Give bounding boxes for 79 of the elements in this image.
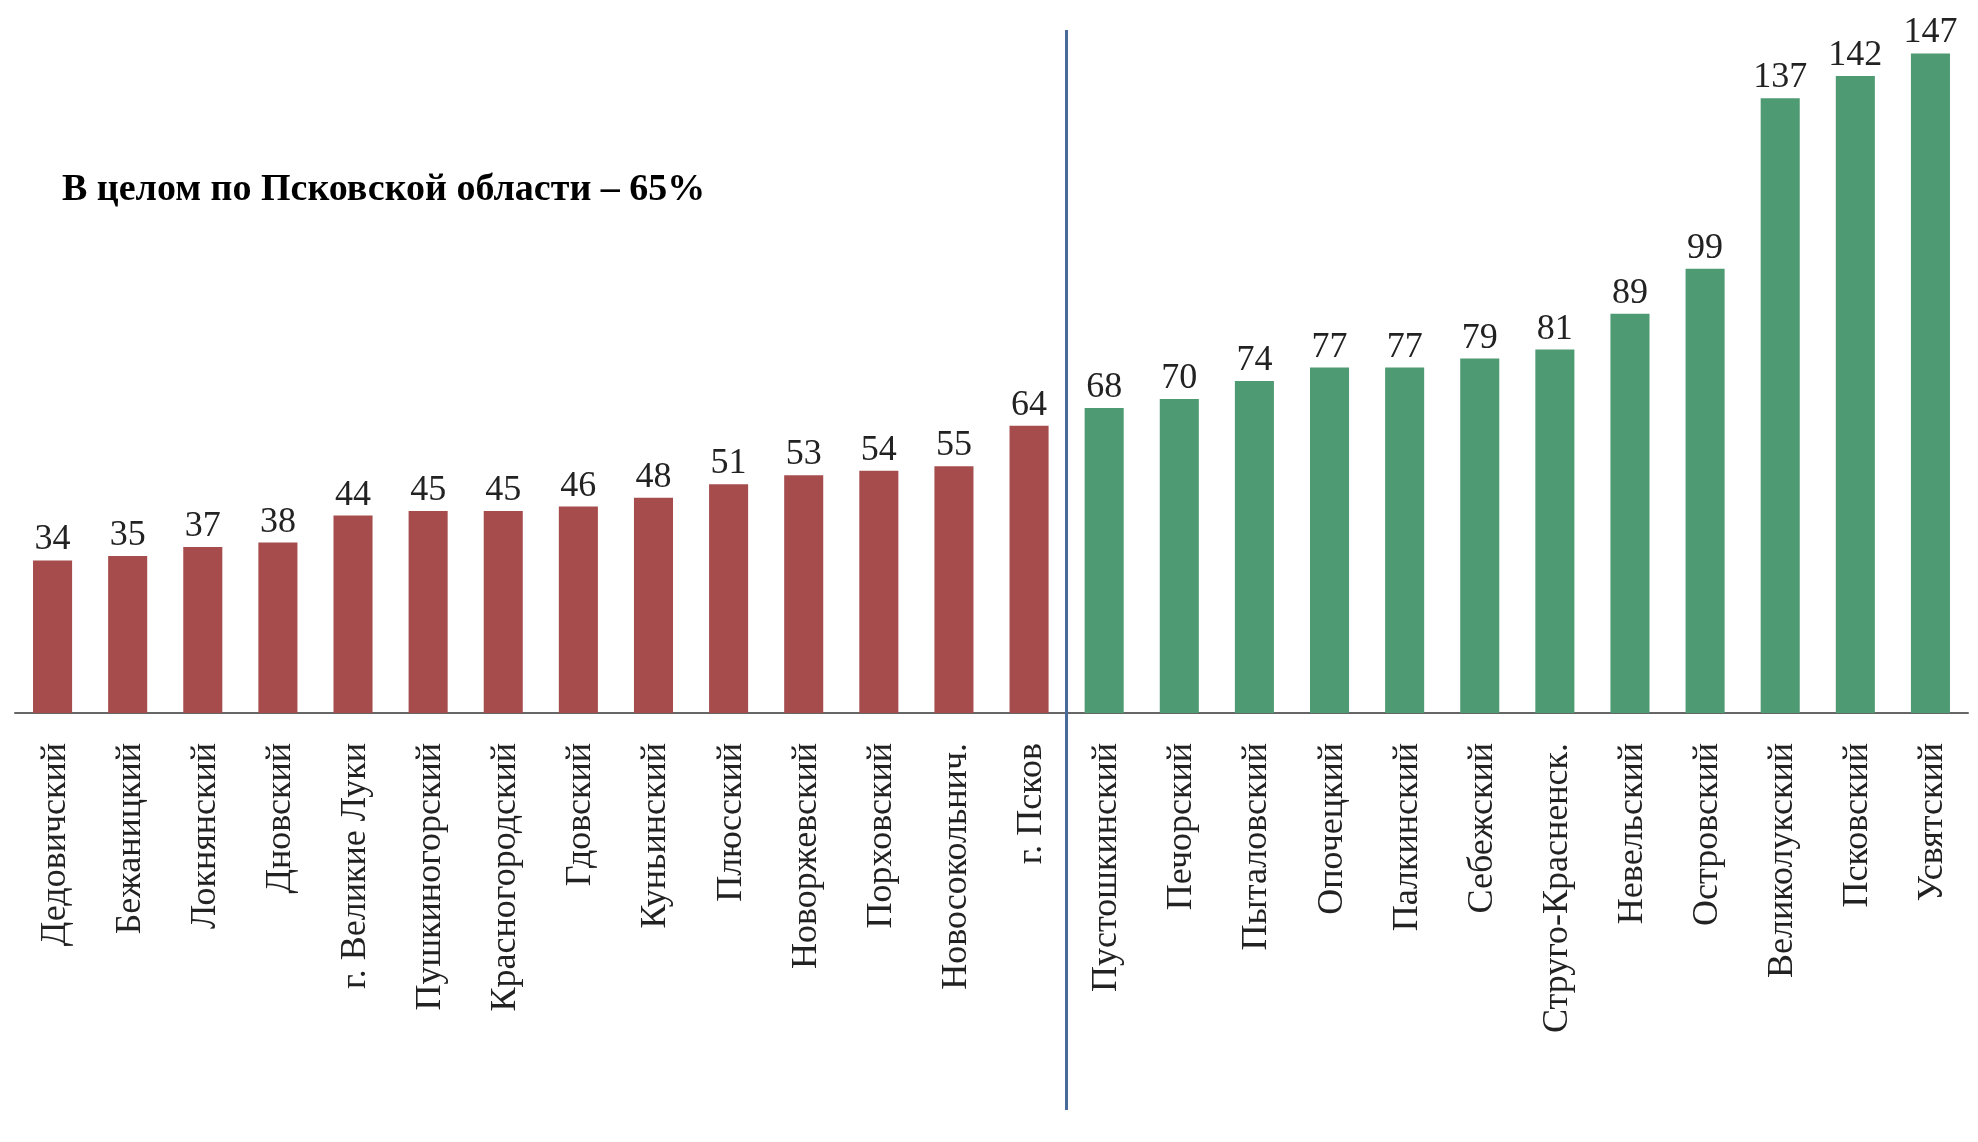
x-tick-label: Гдовский [558,743,599,887]
bar [1084,407,1124,713]
x-tick-label: Великолукский [1760,743,1801,978]
data-label: 147 [1903,10,1958,51]
x-tick-label: г. Великие Луки [333,743,374,989]
bar [183,546,223,713]
bar [1234,380,1274,713]
data-label: 45 [485,468,522,509]
bar [1760,98,1800,713]
bar [1535,349,1575,713]
bar [1910,53,1950,713]
bar [1685,268,1725,713]
bar [1460,358,1500,713]
data-label: 99 [1687,225,1724,266]
data-label: 89 [1611,270,1648,311]
data-label: 53 [785,432,822,473]
data-label: 48 [635,454,672,495]
data-label: 46 [560,463,597,504]
x-tick-label: Пыталовский [1234,743,1275,951]
bar [258,542,298,713]
bar [784,475,824,713]
x-tick-label: Островский [1685,743,1726,926]
x-tick-label: Бежаницкий [107,743,148,935]
data-label: 64 [1011,382,1048,423]
data-label: 70 [1161,355,1198,396]
bar [108,555,148,713]
bar [333,515,373,713]
bar [408,511,448,713]
bar [633,497,674,713]
x-tick-label: Усвятский [1910,743,1951,902]
data-label: 81 [1536,306,1573,347]
x-tick-label: Печорский [1159,743,1200,911]
data-label: 74 [1236,337,1273,378]
data-label: 51 [710,441,747,482]
bar [934,466,974,713]
x-tick-label: Пушкиногорский [408,743,449,1011]
x-tick-label: Локнянский [182,743,223,930]
x-tick-label: Невельский [1609,743,1650,925]
x-tick-label: Новоржевский [783,743,824,969]
bar [1385,367,1425,713]
x-tick-label: Красногородский [483,743,524,1012]
data-label: 34 [34,517,71,558]
annotation: В целом по Псковской области – 65% [62,166,706,208]
x-tick-label: Псковский [1835,743,1876,908]
x-tick-label: Дновский [257,743,298,894]
bar [859,470,899,713]
x-tick-label: Плюсский [708,743,749,902]
bar [558,506,598,713]
data-label: 45 [410,468,447,509]
bar [33,560,73,713]
data-label: 142 [1828,32,1883,73]
x-tick-label: Пустошкинский [1084,743,1125,992]
x-tick-label: Палкинский [1384,743,1425,932]
data-label: 37 [184,503,221,544]
x-tick-label: г. Псков [1009,743,1050,865]
bar [1835,75,1875,713]
data-label: 44 [335,472,372,513]
data-label: 77 [1311,324,1348,365]
data-label: 55 [935,423,972,464]
data-label: 77 [1386,324,1423,365]
bar [1009,425,1049,713]
bar [1159,398,1199,713]
bar [1610,313,1650,713]
data-label: 68 [1086,364,1123,405]
data-label: 54 [860,427,897,468]
x-tick-label: Порховский [858,743,899,929]
x-tick-label: Струго-Красненск. [1534,743,1575,1034]
data-label: 38 [259,499,296,540]
x-tick-label: Дедовичский [32,743,73,947]
x-tick-label: Опочецкий [1309,743,1350,915]
x-tick-label: Новосокольнич. [933,743,974,990]
bar [709,484,749,713]
data-label: 79 [1461,315,1498,356]
data-label: 35 [109,512,146,553]
x-tick-label: Себежский [1459,743,1500,914]
bar [1309,367,1350,713]
x-tick-label: Куньинский [633,743,674,929]
bar [483,511,523,713]
data-label: 137 [1753,55,1808,96]
